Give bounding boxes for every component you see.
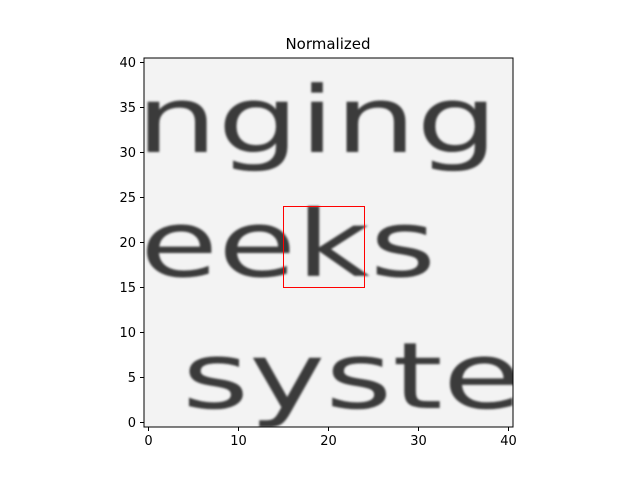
y-tick-label: 10 (119, 326, 136, 341)
image-text-line-1: nging (136, 67, 498, 174)
x-tick-label: 0 (144, 434, 152, 449)
y-tick-label: 5 (128, 371, 136, 386)
x-tick-label: 30 (410, 434, 427, 449)
chart-title: Normalized (285, 35, 370, 53)
image-content: nging eeks syste (136, 67, 522, 430)
y-tick-label: 25 (119, 191, 136, 206)
y-tick-label: 40 (119, 56, 136, 71)
y-axis: 0 5 10 15 20 25 30 35 40 (119, 56, 144, 431)
y-tick-label: 15 (119, 281, 136, 296)
y-tick-label: 35 (119, 101, 136, 116)
y-tick-label: 0 (128, 416, 136, 431)
x-axis: 0 10 20 30 40 (144, 427, 517, 449)
x-tick-label: 40 (500, 434, 517, 449)
image-text-line-3: syste (182, 323, 522, 430)
image-background (144, 58, 513, 427)
highlight-box (283, 206, 365, 288)
y-tick-label: 20 (119, 236, 136, 251)
y-tick-label: 30 (119, 146, 136, 161)
x-tick-label: 10 (230, 434, 247, 449)
x-tick-label: 20 (320, 434, 337, 449)
image-text-line-2: eeks (140, 191, 436, 298)
